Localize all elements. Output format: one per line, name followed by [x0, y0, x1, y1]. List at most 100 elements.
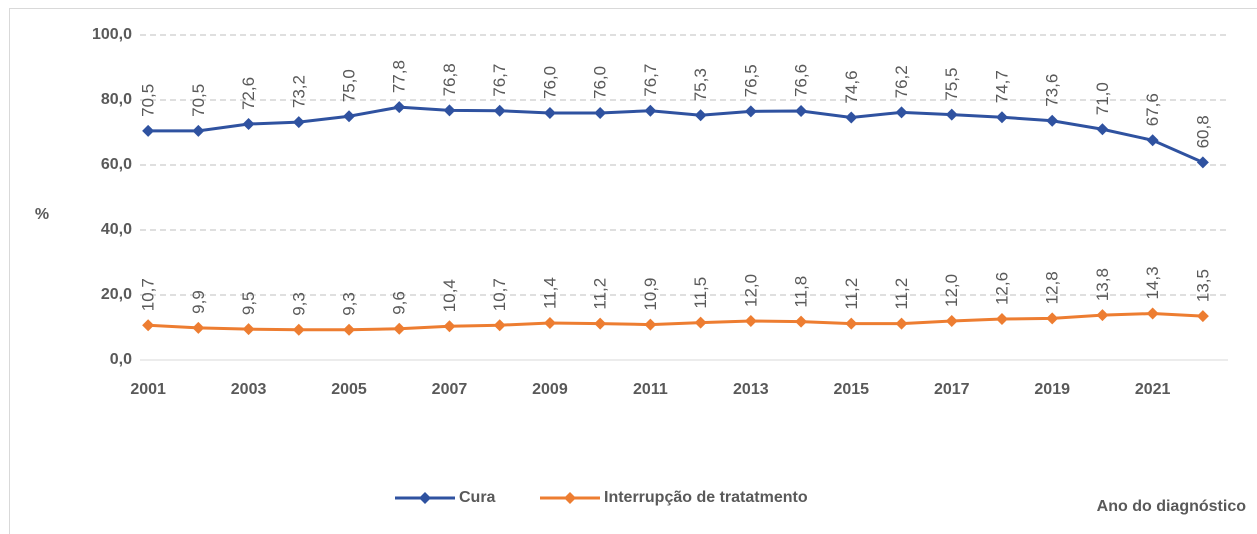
data-label: 9,3: [340, 292, 359, 316]
data-point: [343, 323, 356, 336]
data-label: 10,4: [440, 279, 459, 312]
data-label: 9,9: [189, 290, 208, 314]
data-point: [945, 315, 958, 327]
data-point: [995, 111, 1008, 124]
data-point: [594, 317, 607, 330]
data-label: 75,5: [942, 68, 961, 101]
x-tick-label: 2021: [1135, 381, 1171, 398]
y-tick-label: 0,0: [110, 351, 132, 368]
series-line: [148, 312, 1203, 332]
y-tick-label: 40,0: [101, 221, 132, 238]
data-label: 11,5: [691, 277, 710, 309]
data-point: [1146, 307, 1159, 320]
data-point: [292, 323, 305, 336]
data-label: 60,8: [1193, 115, 1212, 148]
x-tick-label: 2007: [432, 381, 468, 398]
y-tick-label: 80,0: [101, 91, 132, 108]
data-point: [292, 116, 305, 129]
data-label: 11,2: [892, 278, 911, 310]
x-tick-label: 2013: [733, 381, 769, 398]
data-label: 12,6: [992, 272, 1011, 305]
data-point: [1096, 123, 1109, 136]
data-label: 11,2: [591, 278, 610, 310]
data-point: [393, 322, 406, 335]
data-label: 70,5: [189, 84, 208, 117]
data-point: [694, 316, 707, 329]
data-label: 71,0: [1093, 82, 1112, 115]
data-point: [644, 104, 657, 117]
data-label: 11,2: [842, 278, 861, 310]
data-label: 72,6: [239, 77, 258, 110]
data-point: [242, 323, 255, 336]
data-point: [694, 109, 707, 122]
data-label: 73,2: [289, 75, 308, 108]
data-label: 76,8: [440, 63, 459, 96]
data-point: [845, 111, 858, 124]
data-point: [543, 107, 556, 119]
x-tick-label: 2015: [833, 381, 869, 398]
data-point: [393, 101, 406, 114]
data-label: 12,8: [1043, 271, 1062, 304]
data-point: [594, 107, 607, 119]
data-label: 10,9: [641, 277, 660, 310]
y-tick-label: 20,0: [101, 286, 132, 303]
data-point: [644, 318, 657, 331]
chart-border: [9, 8, 1257, 534]
data-label: 76,7: [490, 64, 509, 97]
data-point: [1046, 312, 1059, 325]
legend-label: Interrupção de tratatmento: [604, 489, 808, 506]
data-point: [895, 317, 908, 330]
data-label: 13,5: [1193, 269, 1212, 302]
data-label: 9,3: [289, 292, 308, 316]
data-label: 13,8: [1093, 268, 1112, 301]
data-label: 75,0: [340, 69, 359, 102]
data-point: [945, 108, 958, 121]
data-label: 76,2: [892, 65, 911, 98]
data-label: 76,7: [641, 64, 660, 97]
data-point: [795, 105, 808, 118]
data-label: 11,4: [540, 277, 559, 309]
data-label: 10,7: [139, 278, 158, 311]
data-label: 12,0: [942, 274, 961, 307]
data-point: [142, 319, 155, 332]
x-tick-label: 2009: [532, 381, 568, 398]
data-point: [1046, 114, 1059, 127]
data-point: [744, 105, 757, 118]
y-axis-label: %: [35, 206, 49, 223]
data-label: 10,7: [490, 278, 509, 311]
data-point: [443, 320, 456, 333]
data-point: [1146, 134, 1159, 147]
x-tick-label: 2001: [130, 381, 166, 398]
data-point: [1096, 309, 1109, 322]
data-point: [995, 313, 1008, 326]
data-label: 76,5: [741, 64, 760, 97]
data-label: 14,3: [1143, 266, 1162, 299]
x-tick-label: 2003: [231, 381, 267, 398]
x-axis-label: Ano do diagnóstico: [1097, 498, 1247, 515]
y-tick-label: 100,0: [92, 26, 132, 43]
data-point: [343, 110, 356, 123]
legend-marker: [419, 492, 431, 504]
x-tick-label: 2011: [633, 381, 668, 398]
data-point: [443, 104, 456, 117]
data-label: 77,8: [390, 60, 409, 93]
data-point: [493, 319, 506, 332]
data-point: [493, 104, 506, 117]
data-point: [1196, 156, 1209, 169]
x-tick-label: 2019: [1034, 381, 1070, 398]
x-tick-label: 2005: [331, 381, 367, 398]
data-label: 73,6: [1043, 74, 1062, 107]
data-point: [192, 321, 205, 334]
data-label: 9,5: [239, 291, 258, 315]
data-label: 12,0: [741, 274, 760, 307]
series-line: [148, 105, 1204, 164]
data-point: [543, 316, 556, 329]
data-point: [744, 315, 757, 327]
data-label: 70,5: [139, 84, 158, 117]
legend-marker: [564, 492, 576, 504]
data-label: 9,6: [390, 291, 409, 315]
data-label: 11,8: [792, 276, 811, 308]
data-point: [192, 124, 205, 137]
data-label: 67,6: [1143, 93, 1162, 126]
